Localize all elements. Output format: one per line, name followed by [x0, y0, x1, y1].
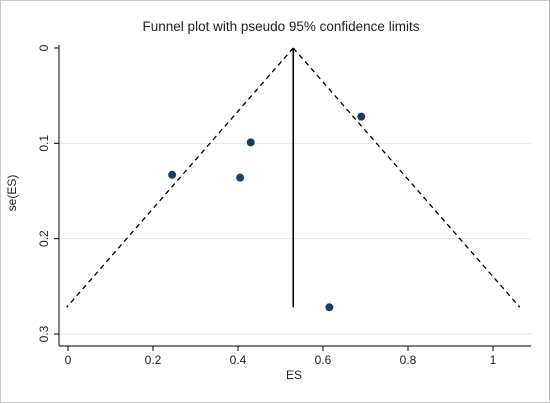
x-tick-label: 0.6 [315, 353, 332, 367]
study-point [236, 173, 245, 182]
y-tick-label: 0 [37, 44, 51, 51]
x-tick-label: 0 [65, 353, 72, 367]
chart-title: Funnel plot with pseudo 95% confidence l… [143, 19, 420, 34]
x-tick-label: 1 [490, 353, 497, 367]
x-axis-label: ES [286, 368, 302, 382]
lower-confidence-limit-line [66, 47, 294, 308]
y-tick-label: 0.1 [37, 135, 51, 152]
study-point [168, 170, 177, 179]
x-tick-label: 0.4 [230, 353, 247, 367]
x-tick-label: 0.8 [400, 353, 417, 367]
x-tick-label: 0.2 [145, 353, 162, 367]
study-point [325, 303, 334, 312]
study-point [357, 112, 366, 121]
upper-confidence-limit-line [292, 47, 521, 308]
y-axis-label: se(ES) [5, 175, 19, 212]
study-point [246, 138, 255, 147]
y-tick-label: 0.3 [37, 325, 51, 342]
y-tick-label: 0.2 [37, 230, 51, 247]
